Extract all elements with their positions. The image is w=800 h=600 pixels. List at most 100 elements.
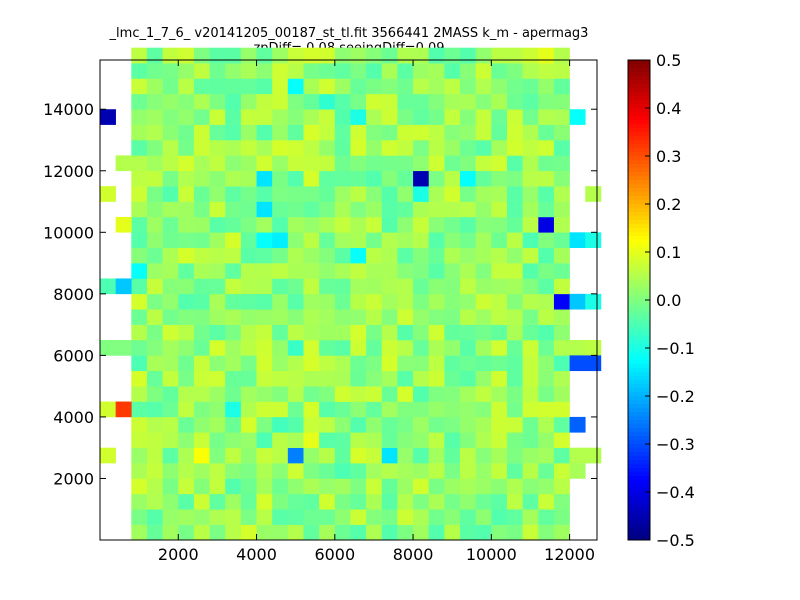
colorbar-swatch (628, 468, 650, 473)
heatmap-cell (146, 355, 163, 372)
heatmap-cell (319, 247, 336, 264)
heatmap-cell (225, 524, 242, 541)
heatmap-cell (553, 386, 570, 402)
colorbar-swatch (628, 520, 650, 525)
heatmap-cell (444, 263, 461, 279)
heatmap-cell (413, 493, 430, 510)
heatmap-cell (303, 155, 320, 172)
heatmap-cell (162, 340, 179, 356)
heatmap-cell (569, 416, 586, 433)
heatmap-cell (162, 78, 179, 95)
heatmap-cell (178, 416, 195, 433)
heatmap-cell (553, 155, 570, 172)
heatmap-cell (146, 47, 163, 64)
heatmap-cell (366, 47, 383, 64)
heatmap-cell (491, 78, 508, 95)
heatmap-cell (506, 186, 523, 202)
heatmap-cell (287, 509, 304, 525)
heatmap-cell (225, 416, 242, 433)
heatmap-cell (178, 216, 195, 233)
heatmap-cell (287, 63, 304, 79)
heatmap-cell (287, 216, 304, 233)
heatmap-cell (287, 432, 304, 448)
heatmap-cell (162, 447, 179, 464)
heatmap-cell (444, 93, 461, 110)
heatmap-cell (538, 416, 555, 433)
heatmap-cell (538, 78, 555, 95)
heatmap-cell (209, 201, 226, 218)
heatmap-cell (240, 263, 257, 279)
colorbar-swatch (628, 308, 650, 313)
colorbar-swatch (628, 424, 650, 429)
heatmap-cell (319, 401, 336, 418)
heatmap-cell (506, 447, 523, 464)
heatmap-cell (350, 509, 367, 525)
heatmap-cell (178, 124, 195, 141)
heatmap-cell (178, 493, 195, 510)
colorbar-swatch (628, 332, 650, 337)
heatmap-cell (334, 186, 351, 202)
heatmap-cell (256, 63, 273, 79)
heatmap-cell (131, 293, 148, 310)
heatmap-cell (428, 524, 445, 541)
heatmap-cell (522, 155, 539, 172)
heatmap-cell (553, 170, 570, 187)
heatmap-cell (413, 355, 430, 372)
heatmap-cell (303, 201, 320, 218)
colorbar-swatch (628, 124, 650, 129)
heatmap-cell (428, 324, 445, 341)
colorbar-swatch (628, 92, 650, 97)
heatmap-cell (491, 386, 508, 402)
heatmap-cell (319, 416, 336, 433)
y-tick-label: 10000 (43, 223, 94, 242)
heatmap-cell (413, 201, 430, 218)
heatmap-cell (491, 63, 508, 79)
heatmap-cell (287, 93, 304, 110)
heatmap-cell (366, 432, 383, 448)
heatmap-cell (413, 401, 430, 418)
heatmap-cell (240, 478, 257, 495)
heatmap-cell (475, 216, 492, 233)
heatmap-cell (256, 509, 273, 525)
heatmap-cell (428, 309, 445, 325)
heatmap-cell (366, 355, 383, 372)
heatmap-cell (303, 524, 320, 541)
heatmap-cell (475, 309, 492, 325)
heatmap-cell (131, 493, 148, 510)
heatmap-cell (381, 278, 398, 295)
heatmap-cell (522, 355, 539, 372)
heatmap-cell (209, 524, 226, 541)
heatmap-cell (146, 232, 163, 248)
heatmap-cell (553, 232, 570, 248)
heatmap-cell (381, 447, 398, 464)
heatmap-cell (381, 416, 398, 433)
heatmap-cell (381, 478, 398, 495)
heatmap-cell (397, 478, 414, 495)
heatmap-cell (491, 278, 508, 295)
heatmap-cell (397, 447, 414, 464)
heatmap-cell (209, 47, 226, 64)
heatmap-cell (381, 140, 398, 156)
heatmap-cell (444, 432, 461, 448)
heatmap-cell (444, 78, 461, 95)
heatmap-cell (303, 493, 320, 510)
heatmap-cell (303, 478, 320, 495)
heatmap-cell (146, 447, 163, 464)
heatmap-cell (397, 386, 414, 402)
heatmap-cell (553, 78, 570, 95)
heatmap-cell (381, 493, 398, 510)
heatmap-cell (538, 293, 555, 310)
heatmap-cell (256, 355, 273, 372)
heatmap-cell (225, 63, 242, 79)
heatmap-cell (366, 524, 383, 541)
heatmap-cell (475, 247, 492, 264)
heatmap-cell (522, 463, 539, 479)
heatmap-cell (287, 247, 304, 264)
heatmap-cell (553, 493, 570, 510)
heatmap-cell (178, 401, 195, 418)
heatmap-cell (538, 386, 555, 402)
heatmap-cell (131, 370, 148, 387)
colorbar-swatch (628, 196, 650, 201)
heatmap-cell (162, 509, 179, 525)
heatmap-cell (115, 216, 132, 233)
